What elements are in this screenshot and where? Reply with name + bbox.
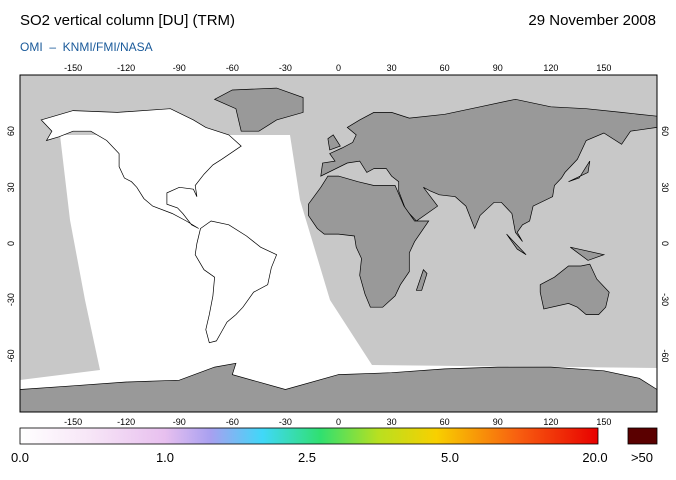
- colorbar-overflow: [627, 427, 658, 445]
- landmass: [308, 175, 430, 308]
- lon-label-top: 120: [543, 63, 558, 73]
- lon-label-top: 0: [336, 63, 341, 73]
- lon-label-bottom: -30: [279, 417, 292, 427]
- lat-label-left: 60: [6, 126, 16, 136]
- landmass: [415, 269, 428, 291]
- lon-label-bottom: 30: [387, 417, 397, 427]
- lon-label-top: -60: [226, 63, 239, 73]
- landmass: [570, 246, 606, 261]
- lat-label-right: 0: [660, 241, 670, 246]
- colorbar-label: 1.0: [156, 450, 174, 465]
- lon-label-top: 150: [596, 63, 611, 73]
- subtitle: OMI – KNMI/FMI/NASA: [20, 40, 153, 54]
- landmass: [40, 108, 242, 229]
- orbit-swath: [20, 135, 657, 412]
- map-frame: [19, 74, 658, 413]
- lon-label-bottom: -90: [173, 417, 186, 427]
- lat-label-right: 60: [660, 126, 670, 136]
- lon-label-bottom: 0: [336, 417, 341, 427]
- lat-label-right: -30: [660, 293, 670, 306]
- colorbar-label: 5.0: [441, 450, 459, 465]
- lat-label-left: -60: [6, 349, 16, 362]
- lon-label-bottom: -60: [226, 417, 239, 427]
- colorbar-label: >50: [631, 450, 653, 465]
- landmass: [213, 87, 304, 132]
- colorbar-label: 20.0: [582, 450, 607, 465]
- land: [20, 87, 657, 412]
- lon-label-top: 60: [440, 63, 450, 73]
- lon-label-bottom: -150: [64, 417, 82, 427]
- landmass: [506, 233, 527, 255]
- lat-label-right: -60: [660, 349, 670, 362]
- colorbar-labels: 0.0 1.0 2.5 5.0 20.0 >50: [11, 450, 653, 465]
- map-area: [20, 75, 657, 412]
- date: 29 November 2008: [528, 12, 656, 29]
- lat-label-right: 30: [660, 182, 670, 192]
- colorbar-label: 0.0: [11, 450, 29, 465]
- lon-label-bottom: 60: [440, 417, 450, 427]
- lat-label-left: 30: [6, 182, 16, 192]
- landmass: [194, 220, 278, 344]
- landmass: [539, 263, 610, 315]
- lon-label-top: 30: [387, 63, 397, 73]
- lon-label-top: -90: [173, 63, 186, 73]
- colorbar: [19, 427, 599, 445]
- lat-label-left: 0: [6, 241, 16, 246]
- lon-label-bottom: 150: [596, 417, 611, 427]
- landmass: [568, 160, 591, 183]
- lon-label-top: -150: [64, 63, 82, 73]
- lon-label-bottom: -120: [117, 417, 135, 427]
- landmass: [327, 134, 341, 151]
- ticks: -150 -150 -120 -120 -90 -90 -60 -60 -30 -30 0 0 30 30…: [6, 63, 670, 427]
- lon-label-bottom: 120: [543, 417, 558, 427]
- landmass: [20, 362, 657, 412]
- colorbar-label: 2.5: [298, 450, 316, 465]
- lon-label-top: -30: [279, 63, 292, 73]
- lon-label-bottom: 90: [493, 417, 503, 427]
- lat-label-left: -30: [6, 293, 16, 306]
- lon-label-top: -120: [117, 63, 135, 73]
- title: SO2 vertical column [DU] (TRM): [20, 12, 235, 29]
- lon-label-top: 90: [493, 63, 503, 73]
